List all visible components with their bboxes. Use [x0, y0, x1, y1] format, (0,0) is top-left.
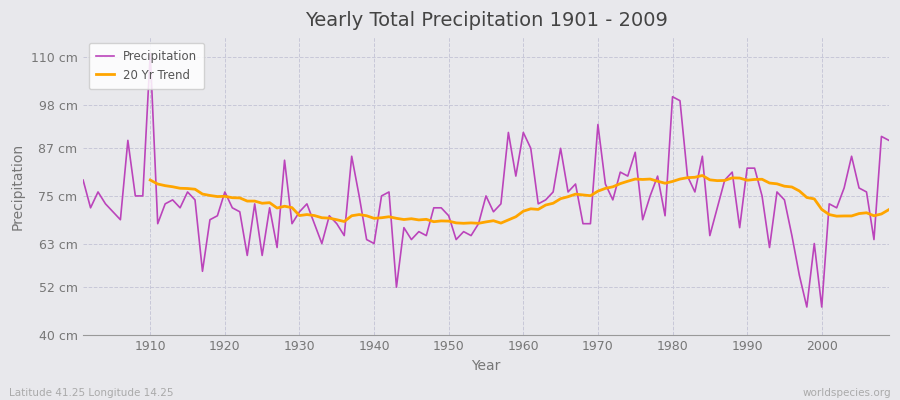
- 20 Yr Trend: [861, 210, 872, 215]
- Line: 20 Yr Trend: 20 Yr Trend: [150, 176, 889, 223]
- Precipitation: [354, 194, 364, 198]
- 20 Yr Trend: [884, 207, 895, 212]
- Precipitation: [145, 51, 156, 56]
- Precipitation: [615, 170, 626, 174]
- 20 Yr Trend: [697, 173, 707, 178]
- Precipitation: [77, 178, 88, 182]
- Precipitation: [518, 130, 528, 135]
- 20 Yr Trend: [839, 214, 850, 218]
- Y-axis label: Precipitation: Precipitation: [11, 142, 25, 230]
- 20 Yr Trend: [592, 189, 603, 194]
- Precipitation: [884, 138, 895, 143]
- 20 Yr Trend: [145, 178, 156, 182]
- Text: worldspecies.org: worldspecies.org: [803, 388, 891, 398]
- X-axis label: Year: Year: [472, 359, 500, 373]
- Title: Yearly Total Precipitation 1901 - 2009: Yearly Total Precipitation 1901 - 2009: [304, 11, 668, 30]
- Legend: Precipitation, 20 Yr Trend: Precipitation, 20 Yr Trend: [89, 43, 204, 89]
- 20 Yr Trend: [317, 215, 328, 220]
- 20 Yr Trend: [533, 207, 544, 212]
- Line: Precipitation: Precipitation: [83, 53, 889, 307]
- Precipitation: [801, 305, 812, 310]
- 20 Yr Trend: [458, 221, 469, 226]
- 20 Yr Trend: [286, 205, 297, 210]
- Text: Latitude 41.25 Longitude 14.25: Latitude 41.25 Longitude 14.25: [9, 388, 174, 398]
- Precipitation: [138, 194, 148, 198]
- Precipitation: [309, 221, 320, 226]
- Precipitation: [526, 146, 536, 151]
